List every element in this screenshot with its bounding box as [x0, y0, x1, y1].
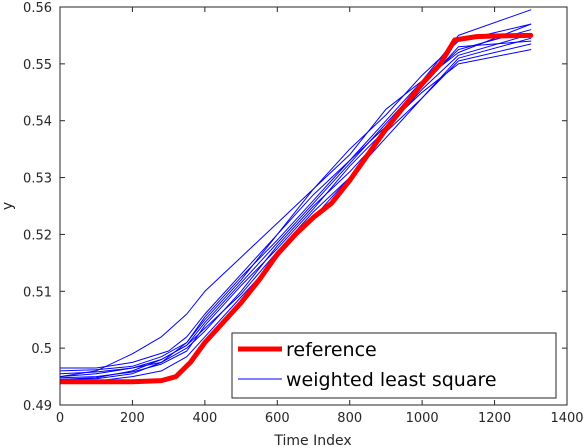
x-tick-label: 1000: [406, 411, 439, 426]
y-tick-label: 0.49: [23, 399, 52, 414]
x-tick-label: 600: [265, 411, 290, 426]
x-axis-label: Time Index: [273, 433, 351, 448]
x-tick-label: 0: [56, 411, 64, 426]
legend: reference weighted least square: [231, 332, 557, 399]
series-layer: [60, 9, 534, 385]
tick-layer: 0 200 400 600 800 1000 1200 1400 0.49 0.5 0.51 0.52…: [23, 1, 584, 426]
series-line-weighted-least-square-3: [60, 49, 532, 380]
series-line-weighted-least-square-8: [60, 33, 532, 379]
y-tick-label: 0.52: [23, 228, 52, 243]
x-tick-label: 1400: [550, 411, 583, 426]
x-tick-label: 400: [192, 411, 217, 426]
y-axis-label: y: [0, 202, 16, 210]
y-tick-label: 0.54: [23, 115, 52, 130]
series-line-reference: [60, 32, 534, 385]
x-tick-label: 200: [120, 411, 145, 426]
series-line-weighted-least-square-7: [60, 23, 532, 372]
legend-label-reference: reference: [286, 339, 377, 361]
x-tick-label: 1200: [478, 411, 511, 426]
series-line-weighted-least-square-4: [60, 23, 532, 378]
series-line-weighted-least-square-5: [60, 37, 532, 375]
y-tick-label: 0.56: [23, 1, 52, 16]
y-tick-label: 0.5: [31, 342, 52, 357]
plot-frame: [59, 6, 568, 406]
x-tick-label: 800: [337, 411, 362, 426]
legend-box: [231, 332, 557, 399]
y-tick-label: 0.55: [23, 58, 52, 73]
y-tick-label: 0.51: [23, 285, 52, 300]
legend-label-weighted-least-square: weighted least square: [286, 369, 497, 391]
y-tick-label: 0.53: [23, 172, 52, 187]
